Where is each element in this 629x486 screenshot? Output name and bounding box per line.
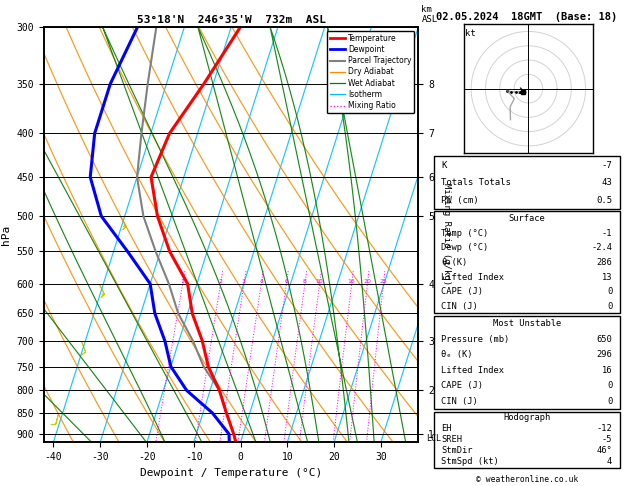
Text: 43: 43: [601, 178, 612, 187]
Text: 0: 0: [607, 287, 612, 296]
Text: StmDir: StmDir: [442, 446, 473, 455]
Text: 16: 16: [602, 366, 612, 375]
Text: 6: 6: [284, 279, 288, 284]
Text: 0: 0: [607, 382, 612, 390]
Text: EH: EH: [442, 424, 452, 433]
Title: 53°18'N  246°35'W  732m  ASL: 53°18'N 246°35'W 732m ASL: [136, 15, 326, 25]
Text: CIN (J): CIN (J): [442, 397, 478, 406]
Text: Dewp (°C): Dewp (°C): [442, 243, 489, 252]
Text: © weatheronline.co.uk: © weatheronline.co.uk: [476, 474, 578, 484]
Text: 16: 16: [348, 279, 355, 284]
Text: 1: 1: [181, 279, 184, 284]
Text: 0: 0: [607, 302, 612, 311]
Text: 10: 10: [316, 279, 323, 284]
Text: -2.4: -2.4: [591, 243, 612, 252]
Text: StmSpd (kt): StmSpd (kt): [442, 457, 499, 467]
Y-axis label: Mixing Ratio (g/kg): Mixing Ratio (g/kg): [442, 183, 450, 286]
Text: Hodograph: Hodograph: [503, 413, 550, 422]
Y-axis label: hPa: hPa: [1, 225, 11, 244]
Text: -5: -5: [602, 435, 612, 444]
Text: PW (cm): PW (cm): [442, 196, 479, 205]
Text: K: K: [442, 161, 447, 170]
Text: Lifted Index: Lifted Index: [442, 273, 504, 281]
Text: Pressure (mb): Pressure (mb): [442, 335, 509, 344]
Text: 13: 13: [602, 273, 612, 281]
Text: kt: kt: [465, 29, 476, 37]
Text: 2: 2: [218, 279, 223, 284]
Text: CAPE (J): CAPE (J): [442, 382, 484, 390]
Text: km
ASL: km ASL: [421, 5, 438, 24]
Text: 650: 650: [596, 335, 612, 344]
Text: -7: -7: [601, 161, 612, 170]
Text: -1: -1: [602, 229, 612, 238]
Text: 20: 20: [364, 279, 371, 284]
Text: 4: 4: [607, 457, 612, 467]
Text: CAPE (J): CAPE (J): [442, 287, 484, 296]
X-axis label: Dewpoint / Temperature (°C): Dewpoint / Temperature (°C): [140, 468, 322, 478]
Text: 3: 3: [242, 279, 246, 284]
Text: 0: 0: [607, 397, 612, 406]
Text: Lifted Index: Lifted Index: [442, 366, 504, 375]
Text: 286: 286: [596, 258, 612, 267]
Text: 46°: 46°: [596, 446, 612, 455]
Text: 02.05.2024  18GMT  (Base: 18): 02.05.2024 18GMT (Base: 18): [436, 12, 618, 22]
Text: Totals Totals: Totals Totals: [442, 178, 511, 187]
Legend: Temperature, Dewpoint, Parcel Trajectory, Dry Adiabat, Wet Adiabat, Isotherm, Mi: Temperature, Dewpoint, Parcel Trajectory…: [326, 31, 415, 113]
Text: Most Unstable: Most Unstable: [493, 319, 561, 328]
Text: SREH: SREH: [442, 435, 462, 444]
Text: Temp (°C): Temp (°C): [442, 229, 489, 238]
Text: LCL: LCL: [426, 434, 441, 443]
Text: θₑ(K): θₑ(K): [442, 258, 468, 267]
Text: 8: 8: [303, 279, 307, 284]
Text: 4: 4: [259, 279, 263, 284]
Text: 296: 296: [596, 350, 612, 359]
Text: 25: 25: [379, 279, 387, 284]
Text: -12: -12: [596, 424, 612, 433]
Text: 0.5: 0.5: [596, 196, 612, 205]
Text: CIN (J): CIN (J): [442, 302, 478, 311]
Text: Surface: Surface: [508, 214, 545, 223]
Text: θₑ (K): θₑ (K): [442, 350, 473, 359]
